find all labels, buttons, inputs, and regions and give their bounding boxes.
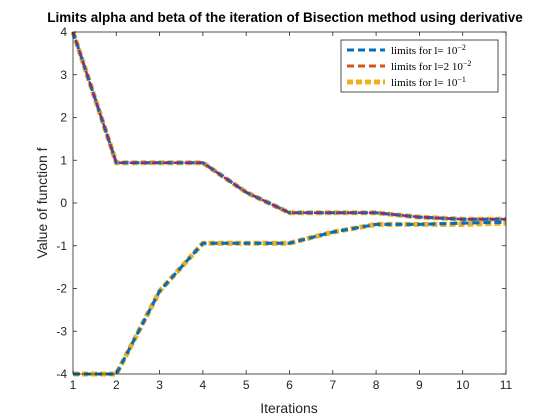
legend-label-3: limits for l= 10−1	[391, 75, 466, 89]
overlay-upper-line	[71, 31, 506, 221]
chart-title: Limits alpha and beta of the iteration o…	[47, 10, 523, 25]
series-lines	[70, 31, 507, 377]
y-tick-label: -3	[56, 324, 67, 338]
ticks: 1 2 3 4 5 6 7 8 9 10 11 -4 -3 -2 -1 0 1 2 3 4	[56, 25, 512, 392]
x-tick-label: 5	[243, 378, 250, 392]
x-tick-label: 3	[156, 378, 163, 392]
y-axis-label: Value of function f	[34, 147, 50, 258]
x-tick-label: 9	[416, 378, 423, 392]
series-1-lower-line	[73, 220, 507, 376]
x-tick-label: 8	[373, 378, 380, 392]
y-tick-label: 4	[60, 25, 67, 39]
y-tick-label: 3	[60, 68, 67, 82]
x-axis-label: Iterations	[260, 400, 318, 416]
x-tick-label: 1	[70, 378, 77, 392]
x-tick-label: 4	[200, 378, 207, 392]
y-tick-label: -2	[56, 282, 67, 296]
x-tick-label: 2	[113, 378, 120, 392]
legend-label-2: limits for l=2 10−2	[391, 59, 471, 73]
y-tick-label: 2	[60, 111, 67, 125]
y-tick-label: -1	[56, 239, 67, 253]
y-tick-label: 0	[60, 196, 67, 210]
x-tick-label: 6	[286, 378, 293, 392]
x-tick-label: 11	[500, 378, 513, 392]
legend-label-1: limits for l= 10−2	[391, 43, 466, 57]
x-tick-label: 7	[329, 378, 336, 392]
y-tick-label: -4	[56, 367, 67, 381]
x-tick-label: 10	[456, 378, 470, 392]
y-tick-label: 1	[60, 153, 67, 167]
legend: limits for l= 10−2 limits for l=2 10−2 lim…	[340, 39, 499, 93]
